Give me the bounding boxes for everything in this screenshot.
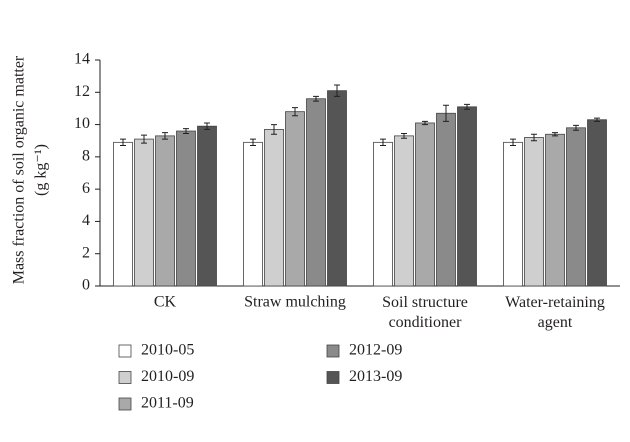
bar — [113, 141, 133, 287]
error-bar — [552, 132, 558, 137]
y-tick-label: 8 — [82, 148, 90, 165]
legend-label: 2010-09 — [141, 368, 194, 385]
bar — [545, 133, 565, 287]
error-bar — [141, 134, 147, 144]
y-tick-label: 10 — [74, 115, 90, 132]
bar — [155, 135, 175, 287]
x-tick-label: Soil structure conditioner — [382, 294, 468, 331]
bar — [243, 141, 263, 287]
legend-label: 2010-05 — [141, 342, 194, 359]
error-bar — [162, 132, 168, 140]
error-bar — [292, 107, 298, 117]
legend-swatch — [118, 371, 132, 384]
y-tick-label: 14 — [74, 51, 90, 68]
bar — [436, 112, 456, 287]
legend-label: 2012-09 — [349, 342, 402, 359]
error-bar — [183, 128, 189, 134]
error-bar — [204, 122, 210, 130]
bar — [327, 90, 347, 287]
error-bar — [531, 133, 537, 142]
bar — [566, 127, 586, 287]
error-bar — [573, 124, 579, 131]
error-bar — [250, 138, 256, 147]
bar — [306, 98, 326, 287]
error-bar — [510, 138, 516, 147]
legend-swatch — [326, 371, 340, 384]
x-tick-label: Straw mulching — [244, 294, 346, 311]
error-bar — [422, 120, 428, 126]
legend-swatch — [326, 344, 340, 358]
bar — [503, 141, 523, 287]
error-bar — [120, 138, 126, 147]
x-tick-label: Water-retaining agent — [505, 294, 605, 331]
legend-label: 2013-09 — [349, 368, 402, 385]
error-bar — [443, 104, 449, 122]
bar — [264, 129, 284, 287]
legend-label: 2011-09 — [141, 395, 194, 412]
bar — [134, 138, 154, 287]
error-bar — [334, 84, 340, 97]
x-tick-label: CK — [154, 294, 177, 311]
y-axis-label: Mass fraction of soil organic matter — [11, 55, 28, 284]
y-axis-unit: (g kg⁻¹) — [33, 144, 50, 196]
y-tick-label: 2 — [82, 244, 90, 261]
error-bar — [594, 117, 600, 122]
legend-swatch — [118, 397, 132, 411]
error-bar — [380, 138, 386, 147]
bar — [415, 122, 435, 287]
bar — [524, 137, 544, 287]
bar — [176, 130, 196, 287]
error-bar — [401, 132, 407, 139]
error-bar — [271, 124, 277, 135]
error-bar — [313, 95, 319, 102]
bar — [587, 119, 607, 287]
bar — [394, 135, 414, 287]
bar — [285, 111, 305, 287]
y-tick-label: 4 — [82, 212, 90, 229]
y-tick-label: 12 — [74, 83, 90, 100]
bar — [457, 106, 477, 287]
bar — [197, 125, 217, 287]
error-bar — [464, 103, 470, 110]
legend-swatch — [118, 344, 132, 358]
y-tick-label: 0 — [82, 277, 90, 294]
y-tick-label: 6 — [82, 180, 90, 197]
bar — [373, 141, 393, 287]
